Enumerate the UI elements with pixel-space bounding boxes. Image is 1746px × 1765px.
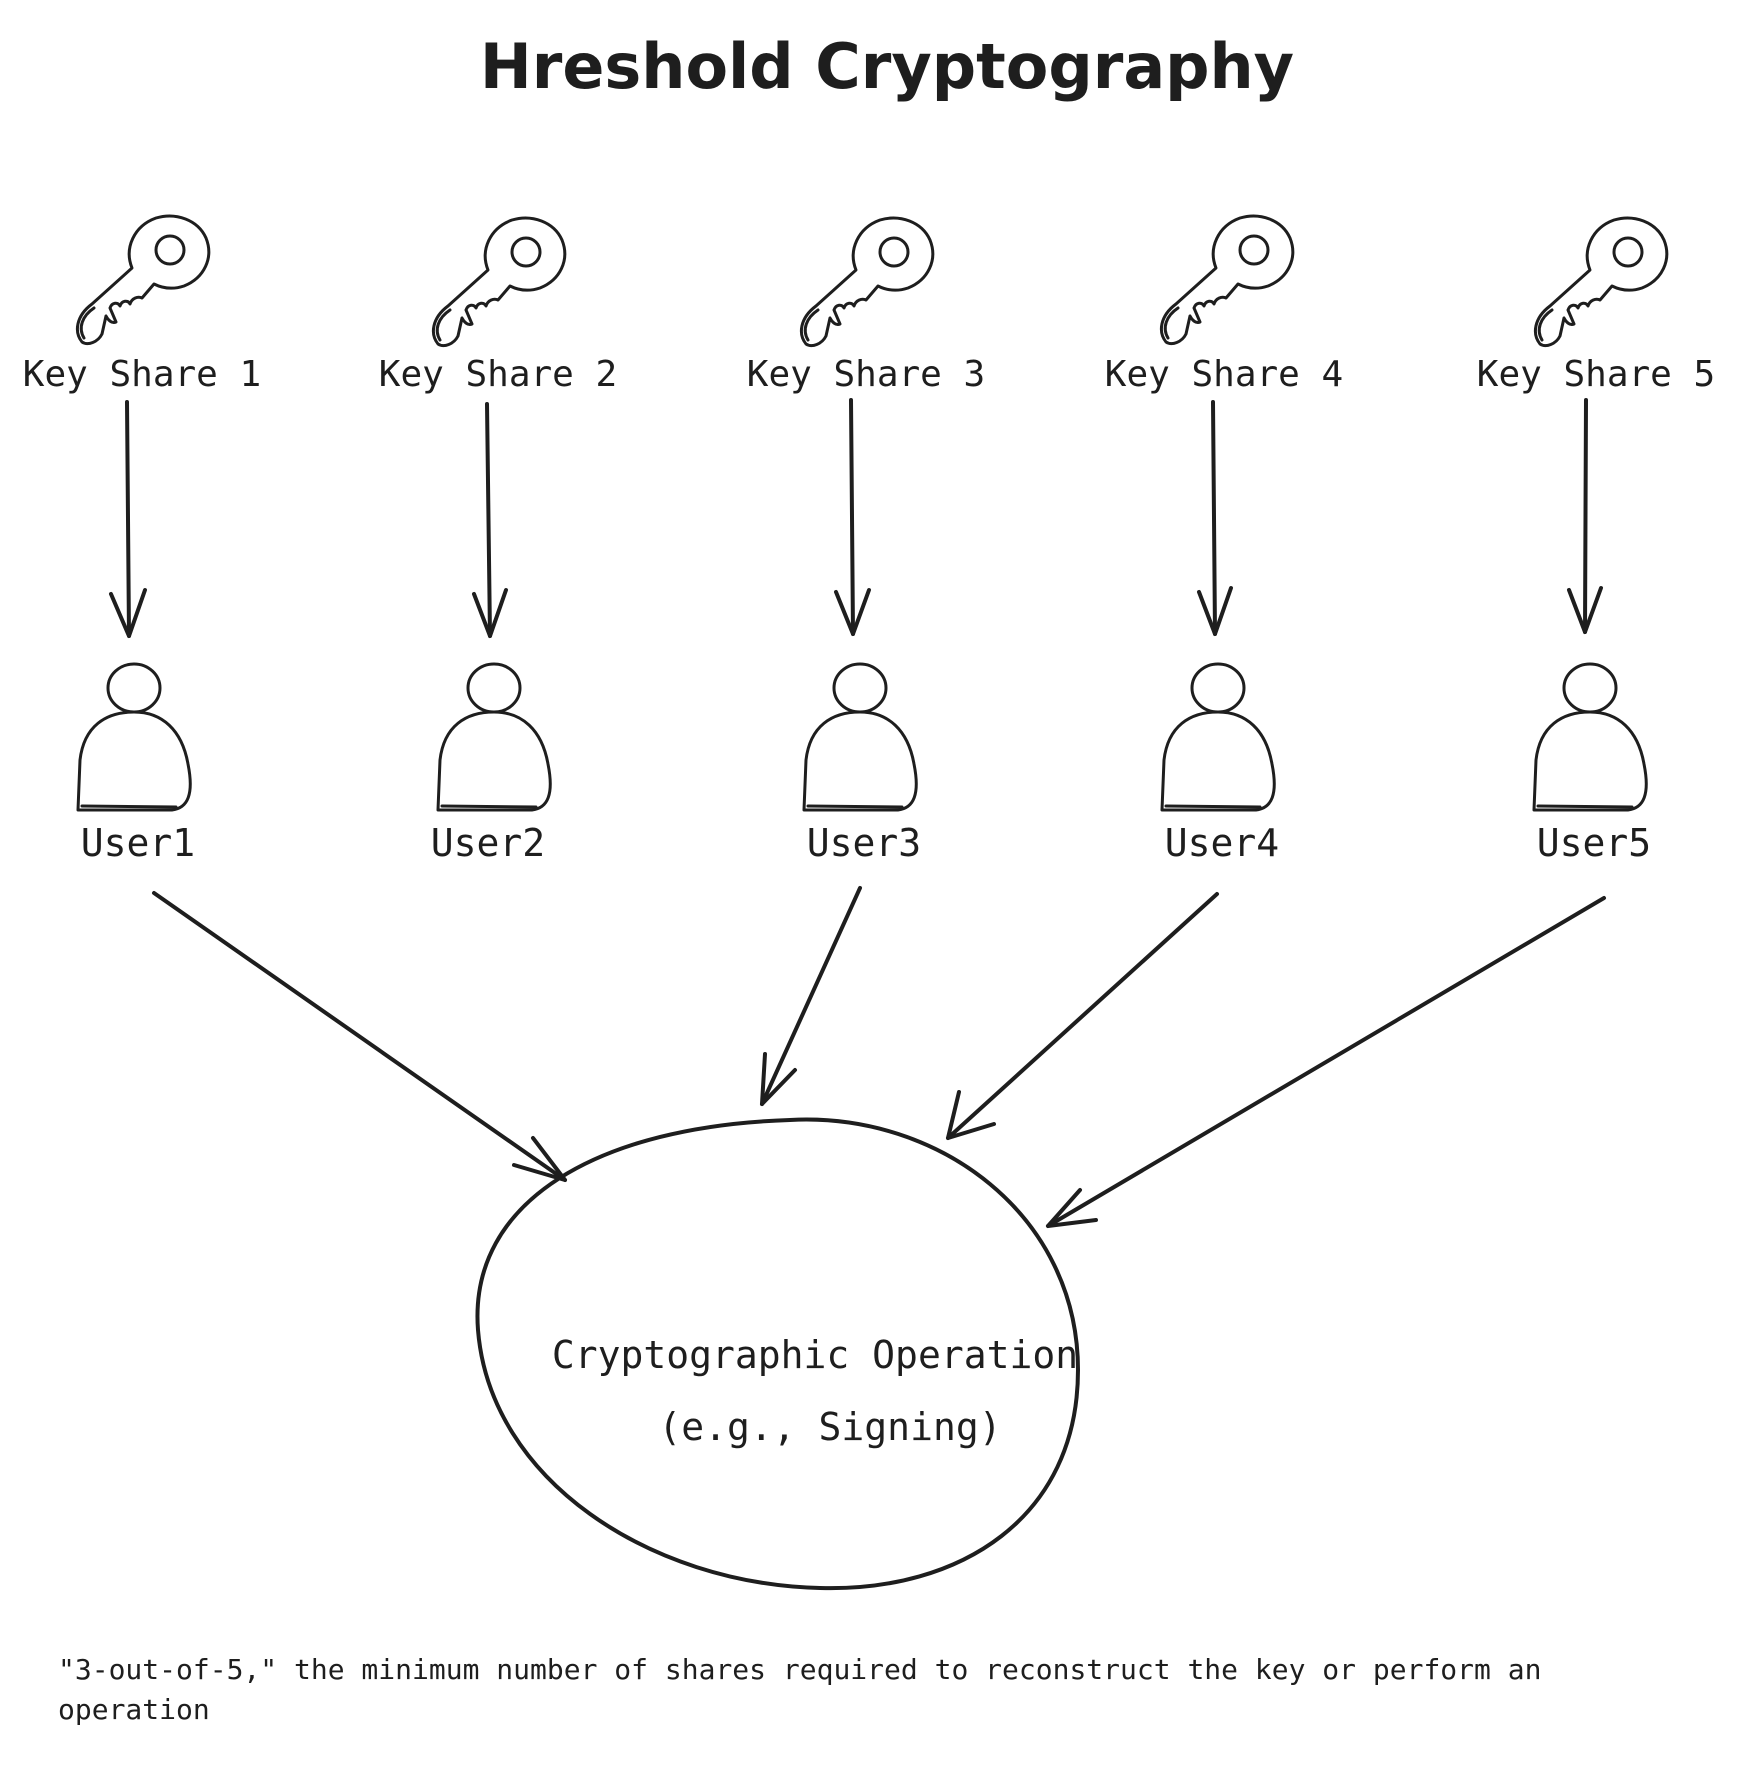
user5-icon <box>1534 664 1646 810</box>
user2-icon <box>438 664 550 810</box>
user1-label: User1 <box>81 821 195 865</box>
key-share-1-icon <box>77 216 208 344</box>
arrow-key-share-5-to-user5 <box>1569 400 1601 632</box>
cryptographic-operation-node: Cryptographic Operation (e.g., Signing) <box>477 1120 1078 1589</box>
user1-icon <box>78 664 190 810</box>
key-share-1-label: Key Share 1 <box>23 354 261 395</box>
user4-icon <box>1162 664 1274 810</box>
arrow-user5-to-operation <box>1048 898 1604 1226</box>
user3-label: User3 <box>807 821 921 865</box>
arrow-user4-to-operation <box>948 894 1217 1138</box>
diagram-title: Hreshold Cryptography <box>480 30 1294 103</box>
user4-label: User4 <box>1165 821 1279 865</box>
user3-icon <box>804 664 916 810</box>
key-share-4-label: Key Share 4 <box>1105 354 1343 395</box>
user2-label: User2 <box>431 821 545 865</box>
key-share-3-icon <box>801 218 932 346</box>
operation-example: (e.g., Signing) <box>658 1405 1001 1449</box>
key-share-2-icon <box>433 218 564 346</box>
arrow-key-share-3-to-user3 <box>836 400 869 634</box>
arrow-key-share-2-to-user2 <box>474 404 506 636</box>
operation-title: Cryptographic Operation <box>552 1333 1078 1377</box>
user5-label: User5 <box>1537 821 1651 865</box>
key-share-4-icon <box>1161 216 1292 344</box>
key-share-2-label: Key Share 2 <box>379 354 617 395</box>
key-share-3-label: Key Share 3 <box>747 354 985 395</box>
key-share-5-label: Key Share 5 <box>1477 354 1715 395</box>
arrow-user1-to-operation <box>154 893 565 1180</box>
arrow-key-share-4-to-user4 <box>1199 402 1231 634</box>
threshold-footnote: "3-out-of-5," the minimum number of shar… <box>58 1650 1678 1730</box>
key-share-5-icon <box>1535 218 1666 346</box>
arrow-user3-to-operation <box>762 888 860 1104</box>
arrow-key-share-1-to-user1 <box>111 402 145 636</box>
